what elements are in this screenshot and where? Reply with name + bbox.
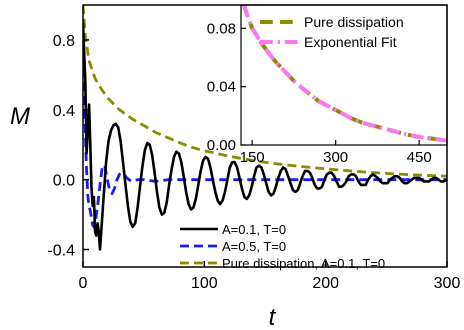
inset-x-tick-label: 300: [323, 149, 348, 166]
main-plot: [83, 5, 447, 251]
inset-legend-label: Pure dissipation: [304, 14, 404, 30]
x-tick-label: 300: [434, 275, 461, 292]
main-series-line-2: [83, 5, 447, 178]
main-ticks: 0 100 200 300 -0.4 0.0 0.4 0.8: [47, 33, 460, 292]
y-tick-label: -0.4: [47, 243, 75, 260]
inset-frame: [240, 4, 448, 146]
legend-label: A=0.1, T=0: [222, 222, 286, 237]
y-axis-title: M: [10, 103, 30, 130]
y-tick-label: 0.4: [53, 103, 75, 120]
inset-legend-label: Exponential Fit: [304, 34, 397, 50]
x-tick-label: 0: [79, 275, 88, 292]
legend-label: A=0.5, T=0: [222, 239, 286, 254]
inset-x-tick-label: 450: [407, 149, 432, 166]
main-series-line-0: [83, 22, 447, 251]
y-tick-label: 0.8: [53, 33, 75, 50]
inset-y-tick-label: 0.08: [207, 20, 236, 37]
inset-y-tick-label: 0.00: [207, 137, 236, 154]
inset-plot: [241, 5, 447, 145]
inset-legend: Pure dissipation Exponential Fit: [260, 14, 404, 50]
x-axis-title: t: [269, 304, 277, 330]
inset-x-tick-label: 150: [240, 149, 265, 166]
x-tick-label: 200: [312, 275, 339, 292]
inset-lines: [241, 5, 447, 143]
y-tick-label: 0.0: [53, 173, 75, 190]
inset-ticks: 150 300 450 0.00 0.04 0.08: [207, 20, 432, 166]
legend-label: Pure dissipation, A=0.1, T=0: [222, 256, 385, 271]
x-tick-label: 100: [191, 275, 218, 292]
main-legend: A=0.1, T=0 A=0.5, T=0 Pure dissipation, A=…: [180, 222, 385, 271]
inset-y-tick-label: 0.04: [207, 79, 236, 96]
main-series-line-1: [83, 25, 447, 229]
inset-background: [241, 5, 447, 145]
inset-series-line-1: [241, 5, 447, 143]
